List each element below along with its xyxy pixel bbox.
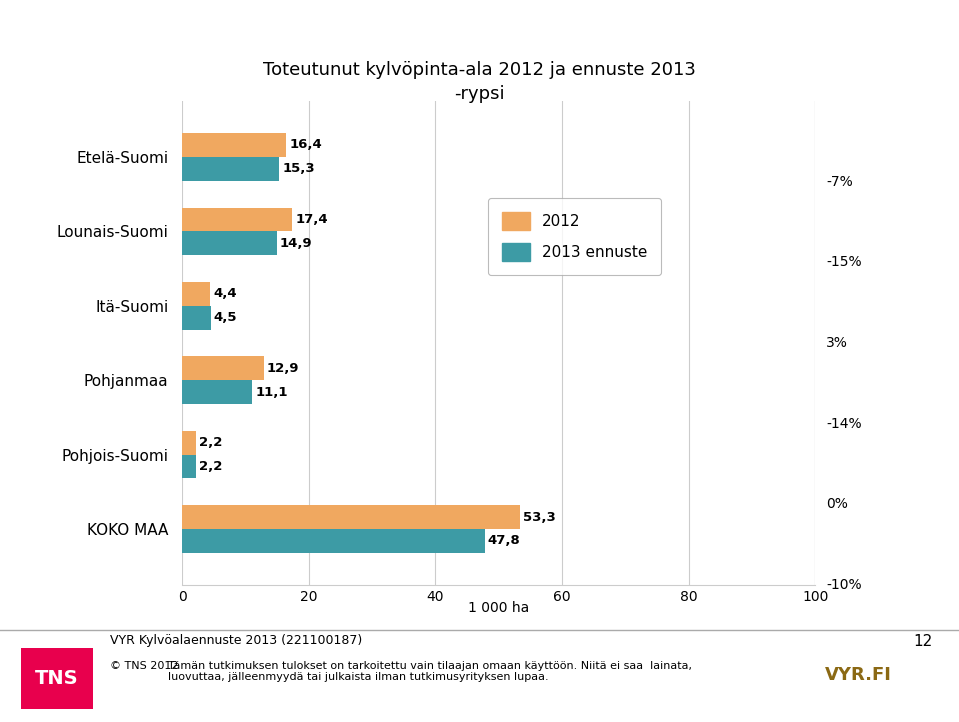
Bar [182,529,484,553]
Text: -10%: -10% [827,578,862,592]
Text: Toteutunut kylvöpinta-ala 2012 ja ennuste 2013
-rypsi: Toteutunut kylvöpinta-ala 2012 ja ennust… [263,61,696,103]
Bar [182,133,286,157]
Text: 4,4: 4,4 [213,287,237,300]
Text: 47,8: 47,8 [488,534,521,547]
Bar [182,455,197,479]
Text: 2,2: 2,2 [199,436,222,449]
Text: © TNS 2012: © TNS 2012 [110,661,178,671]
Text: 3%: 3% [827,336,848,350]
Text: VYR.FI: VYR.FI [825,666,892,684]
Text: Tämän tutkimuksen tulokset on tarkoitettu vain tilaajan omaan käyttöön. Niitä ei: Tämän tutkimuksen tulokset on tarkoitett… [168,661,691,682]
Text: 1 000 ha: 1 000 ha [468,601,529,614]
Bar [182,380,252,404]
Bar [182,282,210,305]
Text: 17,4: 17,4 [295,213,328,226]
Text: 2,2: 2,2 [199,460,222,473]
Bar [182,505,520,529]
Text: 14,9: 14,9 [280,237,313,250]
Bar [182,157,279,180]
Text: VYR Kylvöalaennuste 2013 (221100187): VYR Kylvöalaennuste 2013 (221100187) [110,634,363,647]
Text: 16,4: 16,4 [290,139,322,152]
Text: 12: 12 [913,634,932,649]
Legend: 2012, 2013 ennuste: 2012, 2013 ennuste [488,199,661,275]
Bar [182,231,276,255]
Text: -14%: -14% [827,417,862,430]
Bar [182,207,292,231]
Text: 11,1: 11,1 [256,386,288,399]
Text: 53,3: 53,3 [523,510,555,523]
Bar [182,357,264,380]
Text: 4,5: 4,5 [214,311,238,324]
Bar [182,431,197,455]
Text: -15%: -15% [827,256,862,269]
Text: 0%: 0% [827,497,848,511]
Text: 15,3: 15,3 [282,162,315,175]
Text: -7%: -7% [827,175,853,188]
Text: TNS: TNS [35,669,79,688]
Bar [182,305,211,329]
Text: 12,9: 12,9 [267,362,299,375]
